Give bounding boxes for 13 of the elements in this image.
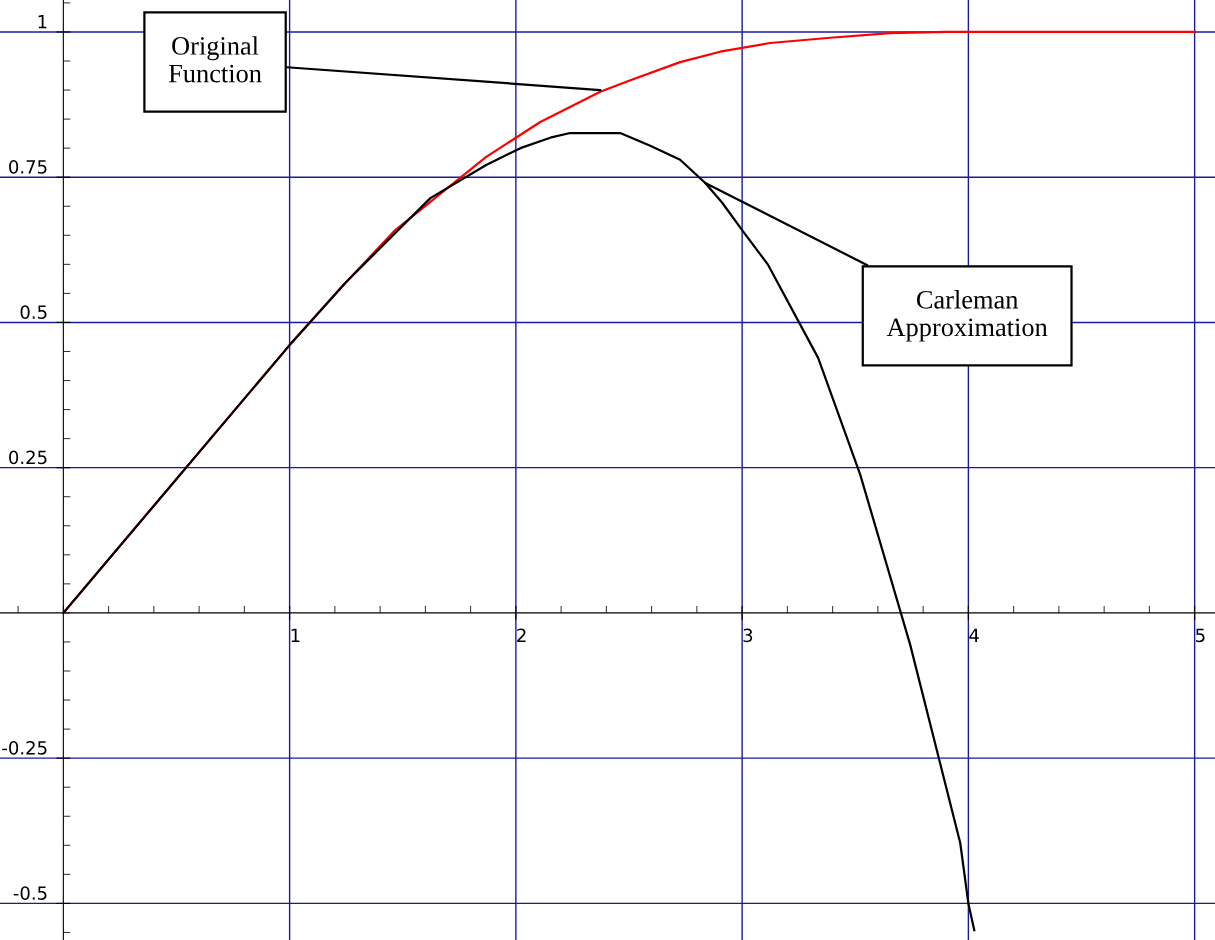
- x-tick-label: 1: [291, 628, 300, 642]
- y-tick-label: 1: [38, 15, 47, 29]
- y-tick-label: 0.5: [20, 305, 47, 319]
- y-tick-label: -0.25: [2, 741, 47, 755]
- y-tick-label: 0.75: [9, 160, 47, 174]
- y-tick-label: 0.25: [9, 450, 47, 465]
- y-tick-label: -0.5: [13, 886, 47, 900]
- x-tick-label: 5: [1196, 628, 1205, 643]
- annotation: Carleman Approximation: [886, 290, 1048, 342]
- x-tick-label: 4: [969, 628, 979, 642]
- annotation: Original Function: [168, 36, 262, 83]
- x-tick-label: 3: [743, 628, 753, 643]
- x-tick-label: 2: [517, 628, 526, 642]
